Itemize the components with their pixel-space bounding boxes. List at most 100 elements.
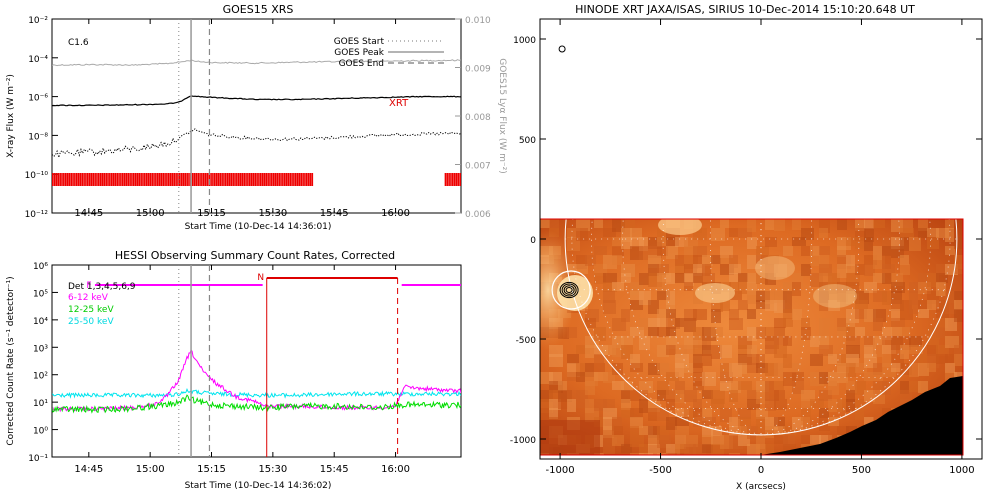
texture-block — [783, 354, 792, 368]
texture-block — [819, 219, 830, 233]
texture-block — [675, 381, 685, 394]
texture-block — [747, 390, 757, 400]
texture-block — [918, 354, 928, 365]
texture-block — [864, 255, 877, 265]
texture-block — [720, 363, 732, 372]
xrt-bar — [70, 173, 73, 186]
texture-block — [657, 309, 669, 318]
texture-block — [684, 237, 698, 247]
texture-block — [945, 363, 955, 373]
texture-block — [666, 237, 679, 246]
texture-block — [657, 291, 670, 300]
xrt-bar — [444, 173, 447, 186]
texture-block — [693, 444, 706, 455]
texture-block — [603, 435, 617, 444]
hessi-x-tick-label: 15:45 — [320, 464, 349, 475]
texture-block — [657, 264, 669, 275]
texture-block — [648, 318, 660, 327]
texture-block — [954, 255, 963, 269]
xrt-bar — [250, 173, 253, 186]
xrt-bar — [271, 173, 273, 186]
heliographic-grid — [565, 219, 957, 436]
xrt-bar — [59, 173, 61, 186]
xrt-bar — [90, 173, 93, 186]
texture-block — [612, 246, 624, 256]
texture-block — [666, 372, 679, 381]
texture-block — [603, 273, 617, 283]
texture-block — [765, 444, 774, 455]
texture-block — [711, 444, 724, 455]
xrt-panel: HINODE XRT JAXA/ISAS, SIRIUS 10-Dec-2014… — [510, 3, 983, 492]
texture-block — [918, 219, 928, 231]
xrt-bar — [144, 173, 146, 186]
texture-block — [729, 318, 743, 330]
xrt-bar — [210, 173, 212, 186]
texture-block — [792, 372, 804, 381]
texture-block — [918, 363, 929, 376]
texture-block — [909, 282, 921, 293]
xrt-bar — [162, 173, 165, 186]
texture-block — [702, 408, 712, 421]
flag-n-label: N — [257, 273, 264, 283]
xrt-bar — [232, 173, 234, 186]
texture-block — [909, 336, 922, 347]
texture-block — [909, 291, 918, 305]
texture-block — [801, 246, 813, 256]
texture-block — [585, 381, 595, 395]
texture-block — [702, 336, 711, 350]
texture-block — [738, 381, 752, 390]
texture-block — [594, 372, 608, 381]
xrt-bar — [68, 173, 71, 186]
texture-block — [819, 255, 829, 268]
texture-block — [684, 273, 694, 286]
xrt-x-axis: -1000 -500 0 500 1000 — [546, 19, 975, 476]
texture-block — [612, 282, 624, 291]
texture-block — [774, 426, 785, 435]
xrt-bar — [156, 173, 159, 186]
texture-block — [729, 453, 740, 455]
texture-block — [801, 417, 810, 429]
texture-block — [630, 291, 644, 300]
texture-block — [702, 264, 711, 276]
flag-f-label: F — [86, 281, 91, 291]
xrt-bar — [298, 173, 301, 186]
texture-block — [783, 435, 795, 446]
texture-block — [765, 300, 777, 311]
texture-block — [954, 309, 963, 322]
texture-block — [882, 327, 892, 340]
texture-block — [765, 399, 776, 411]
texture-block — [630, 354, 640, 368]
texture-block — [720, 381, 731, 391]
xrt-bar — [178, 173, 181, 186]
texture-block — [837, 399, 848, 412]
xrt-image — [540, 219, 963, 455]
texture-block — [567, 327, 577, 338]
xrt-bar — [296, 173, 299, 186]
texture-block — [747, 219, 756, 232]
texture-block — [693, 399, 702, 412]
texture-block — [936, 327, 945, 338]
texture-block — [603, 345, 616, 355]
texture-block — [819, 345, 833, 356]
flare-contour — [563, 285, 575, 295]
texture-block — [945, 264, 958, 275]
texture-block — [891, 300, 904, 311]
xrt-bar — [226, 173, 229, 186]
texture-block — [729, 264, 741, 274]
texture-block — [882, 345, 896, 354]
texture-block — [855, 264, 865, 275]
xrt-bar — [243, 173, 246, 186]
texture-block — [621, 309, 630, 322]
xrt-bar — [294, 173, 297, 186]
texture-block — [873, 246, 882, 260]
xrt-bar — [225, 173, 227, 186]
texture-block — [729, 291, 742, 300]
texture-block — [855, 399, 867, 409]
texture-block — [576, 345, 590, 354]
legend-goes-start: GOES Start — [334, 37, 385, 47]
texture-block — [810, 354, 823, 366]
texture-block — [738, 282, 747, 294]
texture-block — [684, 345, 695, 354]
texture-block — [702, 390, 713, 399]
texture-block — [612, 237, 622, 247]
